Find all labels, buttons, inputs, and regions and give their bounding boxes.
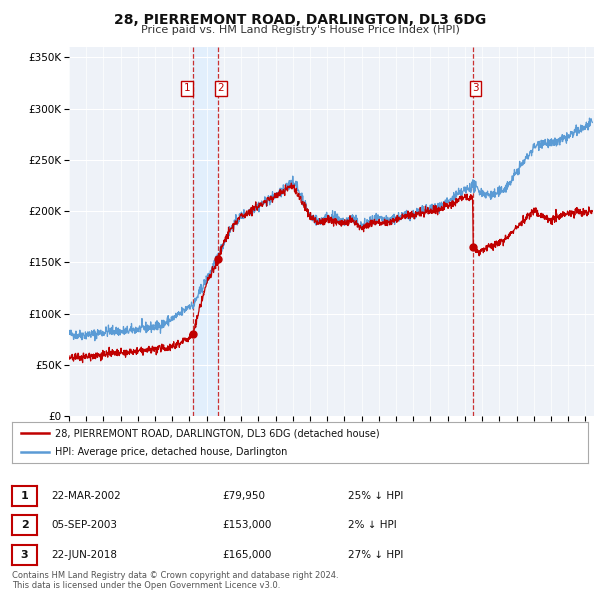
Text: 22-MAR-2002: 22-MAR-2002 bbox=[51, 491, 121, 500]
Text: £165,000: £165,000 bbox=[222, 550, 271, 559]
Text: Contains HM Land Registry data © Crown copyright and database right 2024.: Contains HM Land Registry data © Crown c… bbox=[12, 571, 338, 580]
Text: This data is licensed under the Open Government Licence v3.0.: This data is licensed under the Open Gov… bbox=[12, 581, 280, 590]
Text: 1: 1 bbox=[21, 491, 28, 500]
Text: 27% ↓ HPI: 27% ↓ HPI bbox=[348, 550, 403, 559]
Text: Price paid vs. HM Land Registry's House Price Index (HPI): Price paid vs. HM Land Registry's House … bbox=[140, 25, 460, 35]
Text: 2% ↓ HPI: 2% ↓ HPI bbox=[348, 520, 397, 530]
Text: £153,000: £153,000 bbox=[222, 520, 271, 530]
Text: 2: 2 bbox=[218, 83, 224, 93]
Text: 28, PIERREMONT ROAD, DARLINGTON, DL3 6DG: 28, PIERREMONT ROAD, DARLINGTON, DL3 6DG bbox=[114, 13, 486, 27]
Text: 3: 3 bbox=[472, 83, 479, 93]
Text: £79,950: £79,950 bbox=[222, 491, 265, 500]
Text: 25% ↓ HPI: 25% ↓ HPI bbox=[348, 491, 403, 500]
Text: 2: 2 bbox=[21, 520, 28, 530]
Text: 3: 3 bbox=[21, 550, 28, 559]
Text: HPI: Average price, detached house, Darlington: HPI: Average price, detached house, Darl… bbox=[55, 447, 287, 457]
Text: 05-SEP-2003: 05-SEP-2003 bbox=[51, 520, 117, 530]
Bar bbox=[193, 47, 218, 416]
Text: 22-JUN-2018: 22-JUN-2018 bbox=[51, 550, 117, 559]
Text: 28, PIERREMONT ROAD, DARLINGTON, DL3 6DG (detached house): 28, PIERREMONT ROAD, DARLINGTON, DL3 6DG… bbox=[55, 428, 380, 438]
Text: 1: 1 bbox=[184, 83, 191, 93]
